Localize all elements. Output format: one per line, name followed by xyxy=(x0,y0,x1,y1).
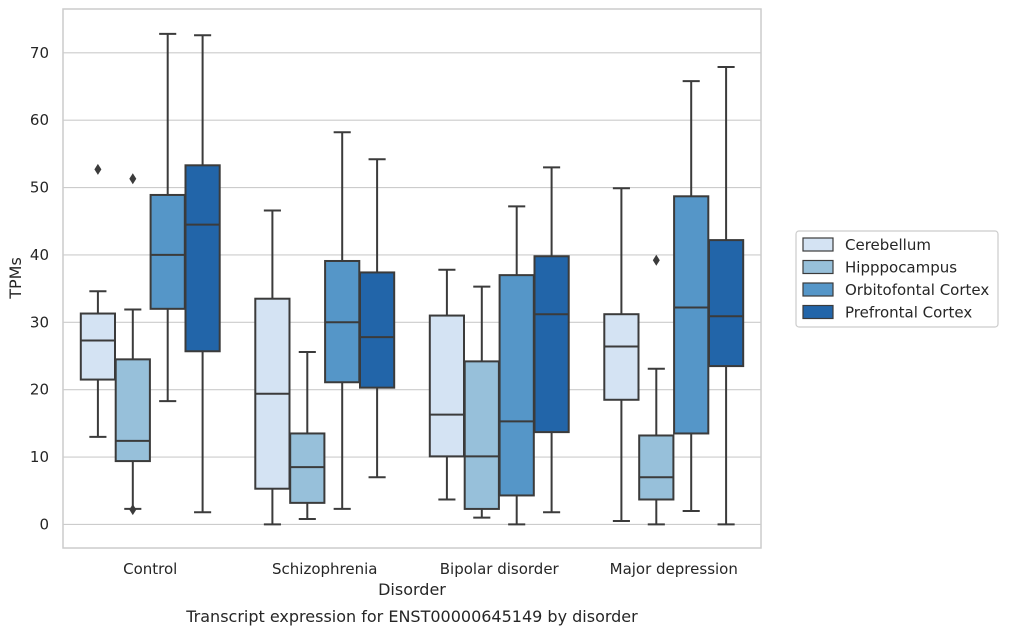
x-tick-label: Schizophrenia xyxy=(272,560,377,578)
box-plot xyxy=(707,65,745,526)
x-tick-labels: Control Schizophrenia Bipolar disorder Majo… xyxy=(123,560,738,578)
box-plot xyxy=(498,205,535,526)
box-iqr xyxy=(428,314,466,458)
box-iqr xyxy=(463,360,500,510)
legend-swatch xyxy=(802,304,834,320)
plot-frame xyxy=(62,8,762,549)
y-tick-label: 10 xyxy=(30,448,49,466)
box-plot xyxy=(638,254,675,526)
box-plot xyxy=(114,173,151,516)
outlier-point xyxy=(652,254,660,266)
box-plot xyxy=(79,163,117,438)
box-iqr xyxy=(79,312,117,381)
box-plot xyxy=(603,187,640,523)
box-plot xyxy=(289,350,326,521)
x-axis-label: Disorder xyxy=(378,580,446,599)
outlier-point xyxy=(94,163,102,175)
box-plot xyxy=(184,34,221,514)
y-tick-labels: 0 10 20 30 40 50 60 70 xyxy=(30,44,49,534)
outlier-point xyxy=(129,173,137,185)
box-iqr xyxy=(707,239,745,368)
box-iqr xyxy=(184,164,221,353)
y-tick-label: 20 xyxy=(30,381,49,399)
legend: Cerebellum Hipppocampus Orbitofontal Corte… xyxy=(795,230,999,328)
legend-swatch xyxy=(802,259,834,275)
box-plot xyxy=(149,32,186,403)
x-tick-label: Major depression xyxy=(610,560,738,578)
box-plot xyxy=(358,158,396,479)
box-plot xyxy=(428,268,466,501)
legend-swatch xyxy=(802,282,834,297)
box-plot xyxy=(254,209,291,526)
legend-label: Cerebellum xyxy=(845,236,931,254)
box-plots xyxy=(79,32,745,526)
box-iqr xyxy=(149,193,186,310)
y-tick-label: 60 xyxy=(30,111,49,129)
box-plot xyxy=(533,166,570,514)
y-tick-label: 50 xyxy=(30,179,49,197)
legend-label: Prefrontal Cortex xyxy=(845,304,972,322)
box-iqr xyxy=(114,358,151,463)
box-iqr xyxy=(673,195,710,435)
box-iqr xyxy=(638,434,675,501)
box-iqr xyxy=(603,313,640,401)
legend-label: Hipppocampus xyxy=(845,259,957,277)
chart-caption: Transcript expression for ENST0000064514… xyxy=(185,607,638,626)
legend-swatch xyxy=(802,237,834,252)
box-plot xyxy=(324,131,361,510)
box-plot xyxy=(463,285,500,519)
x-tick-label: Control xyxy=(123,560,177,578)
box-iqr xyxy=(289,432,326,504)
legend-label: Orbitofontal Cortex xyxy=(845,281,989,299)
box-iqr xyxy=(533,255,570,434)
box-iqr xyxy=(498,274,535,497)
y-axis-label: TPMs xyxy=(6,257,25,300)
y-tick-label: 70 xyxy=(30,44,49,62)
legend-frame xyxy=(795,230,999,328)
box-iqr xyxy=(358,271,396,389)
box-plot xyxy=(673,80,710,512)
y-tick-label: 40 xyxy=(30,246,49,264)
x-tick-label: Bipolar disorder xyxy=(440,560,560,578)
y-tick-label: 0 xyxy=(39,515,49,533)
outlier-point xyxy=(129,504,137,516)
y-tick-label: 30 xyxy=(30,313,49,331)
